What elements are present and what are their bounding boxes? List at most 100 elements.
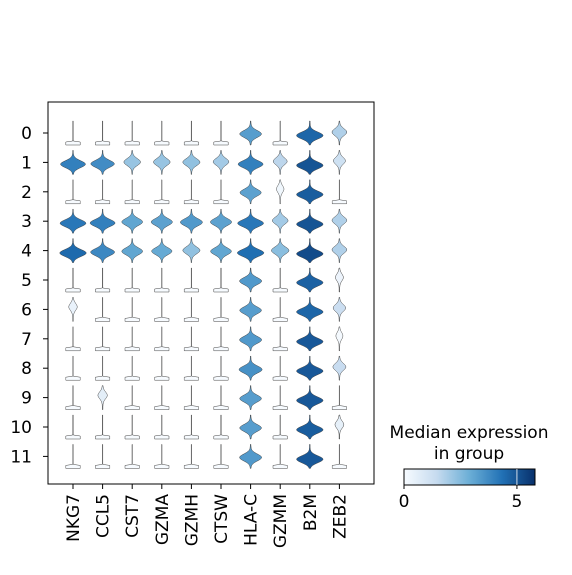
y-tick-label: 11 [10,447,32,467]
violin-gzmh-row-2 [183,179,199,205]
violin-gzma-row-2 [154,179,170,205]
violin-ccl5-row-10 [95,414,111,440]
violin-gzma-row-8 [154,355,170,381]
violin-hla-c-row-3 [237,208,264,234]
violin-cst7-row-11 [124,444,140,469]
violin-zeb2-row-11 [331,444,347,469]
violin-ccl5-row-6 [95,297,111,322]
violin-ctsw-row-8 [213,355,229,381]
violin-hla-c-row-5 [239,267,262,293]
violin-gzma-row-1 [153,150,171,175]
violin-hla-c-row-9 [239,385,262,410]
violin-nkg7-row-3 [59,208,87,234]
violin-ccl5-row-2 [95,179,111,205]
violin-cst7-row-10 [124,414,140,440]
violin-ctsw-row-0 [213,120,229,146]
violin-hla-c-row-1 [237,150,264,175]
x-tick-label: GZMA [153,494,173,545]
violin-nkg7-row-6 [68,297,78,322]
violin-gzma-row-9 [154,385,170,410]
colorbar-tick-label: 0 [399,492,410,512]
violin-ccl5-row-1 [90,150,115,175]
violin-cst7-row-7 [124,326,140,352]
violin-nkg7-row-11 [65,444,81,469]
violin-gzmh-row-3 [180,208,203,234]
violins-layer [59,120,348,469]
x-tick-label: NKG7 [64,494,84,542]
violin-gzmh-row-4 [182,238,201,263]
violin-hla-c-row-0 [239,120,262,146]
x-tick-label: B2M [301,494,321,531]
violin-ctsw-row-7 [213,326,229,352]
violin-b2m-row-9 [296,385,324,410]
violin-gzmh-row-11 [183,444,199,469]
violin-gzmm-row-6 [272,297,288,322]
violin-cst7-row-1 [123,150,141,175]
violin-cst7-row-4 [121,238,143,263]
violin-cst7-row-5 [124,267,140,293]
violin-b2m-row-6 [296,297,324,322]
y-tick-label: 5 [21,271,32,291]
violin-nkg7-row-4 [59,238,87,263]
violin-gzmh-row-5 [183,267,199,293]
violin-gzmm-row-3 [272,208,289,234]
violin-gzmm-row-9 [272,385,288,410]
violin-b2m-row-0 [296,120,324,146]
violin-ccl5-row-7 [95,326,111,352]
violin-nkg7-row-5 [65,267,81,293]
violin-gzmm-row-8 [272,355,288,381]
violin-b2m-row-10 [296,414,324,440]
violin-ccl5-row-8 [95,355,111,381]
colorbar-title-line-2: in group [434,444,504,464]
violin-b2m-row-4 [296,238,324,263]
violin-gzmh-row-9 [183,385,199,410]
x-tick-label: GZMM [271,494,291,548]
violin-b2m-row-5 [296,267,324,293]
violin-gzmm-row-5 [272,267,288,293]
violin-cst7-row-6 [124,297,140,322]
violin-ctsw-row-4 [210,238,232,263]
violin-gzmm-row-0 [272,120,288,146]
violin-ccl5-row-3 [89,208,116,234]
violin-gzmh-row-7 [183,326,199,352]
violin-ctsw-row-10 [213,414,229,440]
x-tick-label: ZEB2 [330,494,350,539]
violin-b2m-row-8 [296,355,324,381]
violin-cst7-row-0 [124,120,140,146]
violin-zeb2-row-3 [331,208,348,234]
violin-zeb2-row-10 [334,414,345,440]
y-tick-label: 10 [10,418,32,438]
violin-zeb2-row-7 [335,326,344,352]
violin-ctsw-row-11 [213,444,229,469]
plot-frame [47,101,375,485]
y-tick-label: 4 [21,242,32,262]
violin-gzmm-row-10 [272,414,288,440]
violin-zeb2-row-1 [333,150,346,175]
x-tick-label: GZMH [182,494,202,546]
x-tick-label: CCL5 [94,494,114,538]
violin-zeb2-row-0 [331,120,348,146]
violin-hla-c-row-8 [238,355,263,381]
violin-hla-c-row-2 [239,179,262,205]
violin-ccl5-row-9 [97,385,108,410]
violin-gzmm-row-4 [271,238,290,263]
violin-nkg7-row-10 [65,414,81,440]
violin-gzma-row-10 [154,414,170,440]
x-tick-label: HLA-C [242,494,262,546]
violin-gzma-row-3 [150,208,173,234]
violin-ctsw-row-9 [213,385,229,410]
violin-zeb2-row-2 [331,179,347,205]
violin-gzmh-row-8 [183,355,199,381]
violin-gzma-row-6 [154,297,170,322]
violin-nkg7-row-7 [65,326,81,352]
violin-b2m-row-1 [296,150,324,175]
violin-cst7-row-8 [124,355,140,381]
violin-zeb2-row-8 [332,355,347,381]
violin-hla-c-row-11 [239,444,262,469]
violin-zeb2-row-6 [332,297,346,322]
violin-b2m-row-3 [296,208,324,234]
violin-ctsw-row-5 [213,267,229,293]
y-tick-label: 8 [21,359,32,379]
